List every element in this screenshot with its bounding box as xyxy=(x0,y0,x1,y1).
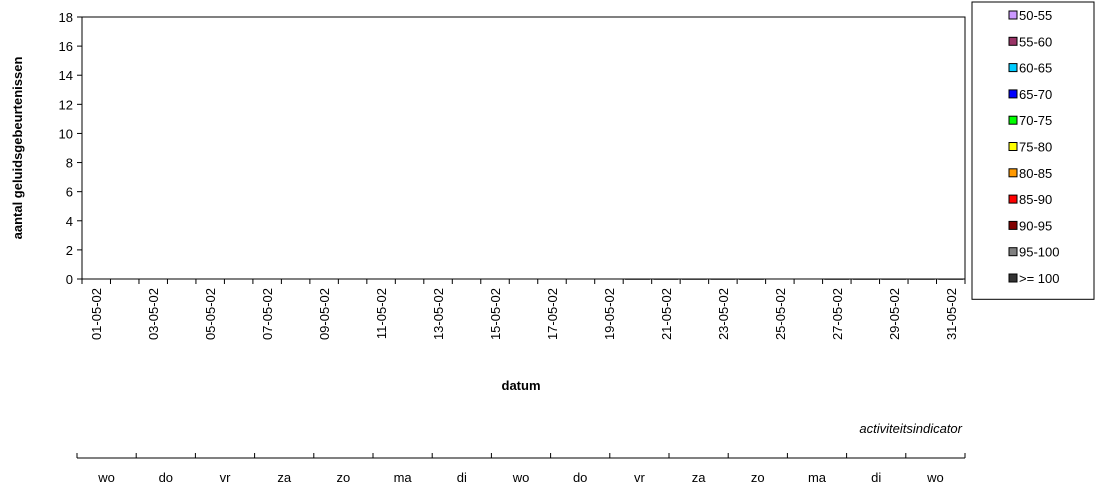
indicator-day-label: zo xyxy=(337,470,351,485)
indicator-day-label: ma xyxy=(808,470,827,485)
legend-swatch xyxy=(1008,89,1018,99)
x-tick-label: 25-05-02 xyxy=(773,288,788,340)
x-tick-label: 23-05-02 xyxy=(716,288,731,340)
legend-label: 55-60 xyxy=(1019,34,1052,49)
x-tick-label: 13-05-02 xyxy=(431,288,446,340)
indicator-day-label: do xyxy=(573,470,587,485)
x-tick-label: 07-05-02 xyxy=(260,288,275,340)
y-tick-label: 10 xyxy=(59,126,73,141)
axes xyxy=(77,16,966,284)
legend-label: 50-55 xyxy=(1019,8,1052,23)
legend-label: 80-85 xyxy=(1019,166,1052,181)
x-tick-label: 31-05-02 xyxy=(944,288,959,340)
indicator-title: activiteitsindicator xyxy=(859,421,962,436)
indicator-day-label: zo xyxy=(751,470,765,485)
legend-label: 85-90 xyxy=(1019,192,1052,207)
y-tick-label: 16 xyxy=(59,39,73,54)
legend-swatch xyxy=(1008,142,1018,151)
y-tick-labels: 0 2 4 6 8 10 12 14 16 18 xyxy=(59,10,73,287)
x-tick-label: 17-05-02 xyxy=(545,288,560,340)
legend-label: 70-75 xyxy=(1019,113,1052,128)
y-tick-label: 12 xyxy=(59,97,73,112)
x-tick-label: 21-05-02 xyxy=(659,288,674,340)
indicator-day-label: vr xyxy=(220,470,232,485)
legend-swatch xyxy=(1008,220,1018,230)
legend-label: 60-65 xyxy=(1019,61,1052,76)
legend-swatch xyxy=(1008,194,1018,204)
legend-swatch xyxy=(1008,168,1018,178)
legend-swatch xyxy=(1008,247,1018,257)
legend-swatch xyxy=(1008,115,1018,125)
legend-swatch xyxy=(1008,63,1018,73)
x-tick-label: 19-05-02 xyxy=(602,288,617,340)
x-tick-label: 11-05-02 xyxy=(374,288,389,339)
x-tick-label: 09-05-02 xyxy=(317,288,332,340)
y-tick-label: 14 xyxy=(59,68,73,83)
indicator-day-label: di xyxy=(871,470,881,485)
plot-area xyxy=(81,16,966,280)
legend-swatch xyxy=(1008,10,1018,20)
legend-swatch xyxy=(1008,273,1018,283)
y-tick-label: 4 xyxy=(66,214,73,229)
x-tick-label: 03-05-02 xyxy=(146,288,161,340)
x-axis-title: datum xyxy=(502,378,541,393)
indicator-day-label: ma xyxy=(394,470,413,485)
activity-indicator: wo do vr za zo ma di wo do vr za zo ma di wo xyxy=(76,453,966,485)
indicator-day-label: wo xyxy=(926,470,944,485)
x-tick-label: 29-05-02 xyxy=(887,288,902,340)
legend-label: 95-100 xyxy=(1019,245,1059,260)
y-tick-label: 0 xyxy=(66,272,73,287)
indicator-day-label: wo xyxy=(512,470,530,485)
x-tick-label: 05-05-02 xyxy=(203,288,218,340)
legend: 50-55 55-60 60-65 65-70 70-75 75-80 80-85 85-90… xyxy=(971,1,1095,300)
indicator-day-label: vr xyxy=(634,470,646,485)
legend-label: 75-80 xyxy=(1019,140,1052,155)
legend-label: 65-70 xyxy=(1019,87,1052,102)
indicator-day-label: za xyxy=(692,470,707,485)
y-tick-label: 18 xyxy=(59,10,73,25)
x-tick-labels: 01-05-02 03-05-02 05-05-02 07-05-02 09-05-02… xyxy=(89,288,959,340)
indicator-day-label: do xyxy=(159,470,173,485)
y-axis-title: aantal geluidsgebeurtenissen xyxy=(10,57,25,240)
y-tick-label: 6 xyxy=(66,185,73,200)
x-tick-label: 27-05-02 xyxy=(830,288,845,340)
y-tick-label: 2 xyxy=(66,243,73,258)
y-tick-label: 8 xyxy=(66,156,73,171)
indicator-day-label: wo xyxy=(97,470,115,485)
indicator-day-label: di xyxy=(457,470,467,485)
legend-label: >= 100 xyxy=(1019,271,1060,286)
legend-swatch xyxy=(1008,36,1018,46)
x-tick-label: 15-05-02 xyxy=(488,288,503,340)
x-tick-label: 01-05-02 xyxy=(89,288,104,340)
legend-box xyxy=(971,1,1095,300)
indicator-day-label: za xyxy=(277,470,292,485)
legend-label: 90-95 xyxy=(1019,218,1052,233)
